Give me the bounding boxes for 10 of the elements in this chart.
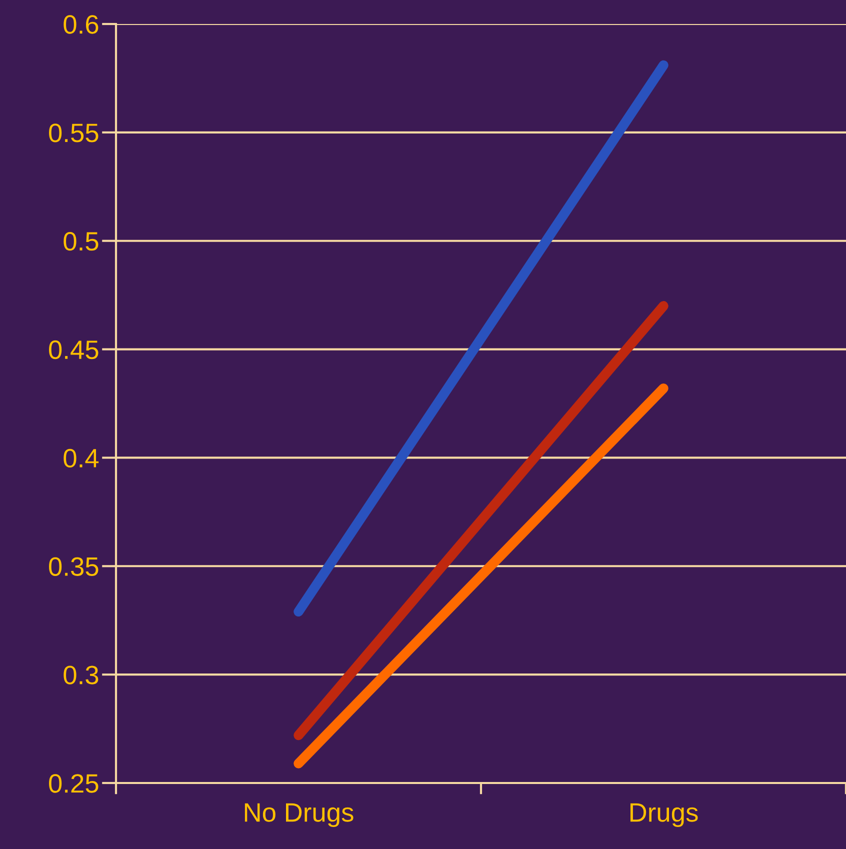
y-tick-label: 0.45 [49,340,98,360]
x-tick-label: No Drugs [244,803,354,828]
y-tick-label: 0.35 [49,557,98,576]
y-tick-label: 0.25 [49,774,98,793]
y-tick-label: 0.4 [64,448,99,468]
x-tick-label: Drugs [630,803,698,828]
y-tick-label: 0.5 [64,232,98,251]
y-tick-label: 0.3 [64,666,98,684]
y-tick-label: 0.6 [64,15,98,34]
y-tick-label: 0.55 [49,124,98,142]
